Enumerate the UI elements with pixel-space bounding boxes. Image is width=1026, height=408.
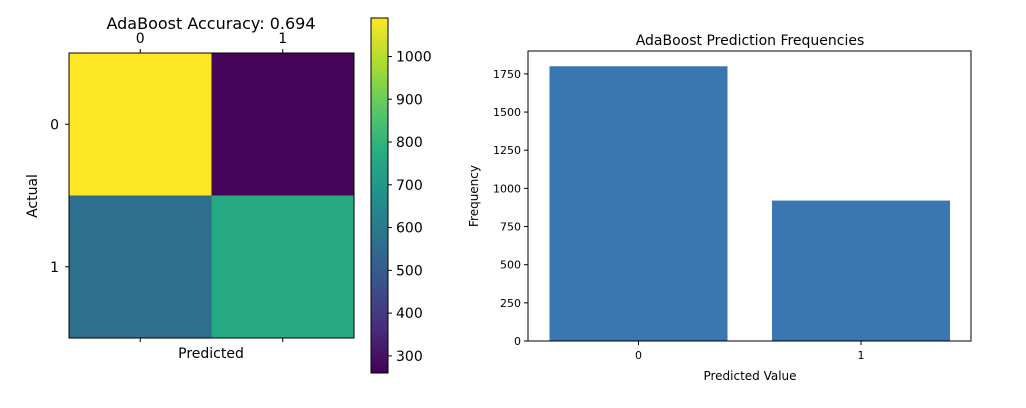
bar-y-tick-label-3: 750 bbox=[500, 221, 521, 234]
bar-y-tick-label-1: 250 bbox=[500, 297, 521, 310]
cm-cell-0-0 bbox=[69, 53, 212, 196]
colorbar-gradient bbox=[370, 17, 389, 374]
cm-cell-1-0 bbox=[69, 195, 212, 338]
colorbar-ticks: 300 400 500 600 700 800 900 1000 bbox=[388, 49, 432, 365]
cm-y-axis-label: Actual bbox=[25, 174, 41, 218]
bar-chart: AdaBoost Prediction Frequencies 0 250 500 7… bbox=[467, 33, 972, 383]
colorbar-tick-label-2: 500 bbox=[396, 263, 423, 279]
bar-bars bbox=[549, 66, 950, 342]
colorbar-tick-label-1: 400 bbox=[396, 306, 423, 322]
cm-cell-0-1 bbox=[211, 53, 354, 196]
colorbar-tick-label-0: 300 bbox=[396, 349, 423, 365]
bar-y-tick-label-4: 1000 bbox=[493, 182, 521, 195]
cm-y-tick-label-1: 1 bbox=[50, 260, 59, 276]
cm-x-tick-label-0: 0 bbox=[136, 31, 145, 47]
cm-cells bbox=[69, 53, 354, 338]
colorbar-tick-label-7: 1000 bbox=[396, 49, 432, 65]
bar-y-axis-label: Frequency bbox=[467, 165, 481, 227]
cm-title: AdaBoost Accuracy: 0.694 bbox=[106, 14, 315, 33]
cm-cell-1-1 bbox=[211, 195, 354, 338]
colorbar-tick-label-3: 600 bbox=[396, 221, 423, 237]
bar-y-tick-label-0: 0 bbox=[514, 335, 521, 348]
colorbar-tick-label-4: 700 bbox=[396, 178, 423, 194]
cm-x-tick-label-1: 1 bbox=[278, 31, 287, 47]
cm-y-ticks: 01 bbox=[50, 117, 69, 276]
cm-x-axis-label: Predicted bbox=[178, 346, 244, 362]
bar-plot-frame bbox=[527, 50, 972, 342]
bar-1 bbox=[772, 200, 950, 341]
colorbar-tick-label-6: 900 bbox=[396, 92, 423, 108]
cm-frame bbox=[68, 52, 355, 339]
bar-0 bbox=[549, 66, 728, 342]
bar-y-tick-label-2: 500 bbox=[500, 259, 521, 272]
bar-x-tick-label-1: 1 bbox=[858, 349, 865, 362]
colorbar-tick-label-5: 800 bbox=[396, 135, 423, 151]
bar-y-tick-label-5: 1250 bbox=[493, 144, 521, 157]
bar-y-ticks: 0 250 500 750 1000 1250 1500 1750 bbox=[493, 68, 528, 348]
colorbar: 300 400 500 600 700 800 900 1000 bbox=[370, 17, 432, 374]
bar-y-tick-label-6: 1500 bbox=[493, 106, 521, 119]
bar-x-axis-label: Predicted Value bbox=[703, 369, 796, 383]
bar-y-tick-label-7: 1750 bbox=[493, 68, 521, 81]
cm-y-tick-label-0: 0 bbox=[50, 117, 59, 133]
bar-x-tick-label-0: 0 bbox=[635, 349, 642, 362]
bar-title: AdaBoost Prediction Frequencies bbox=[636, 33, 865, 49]
